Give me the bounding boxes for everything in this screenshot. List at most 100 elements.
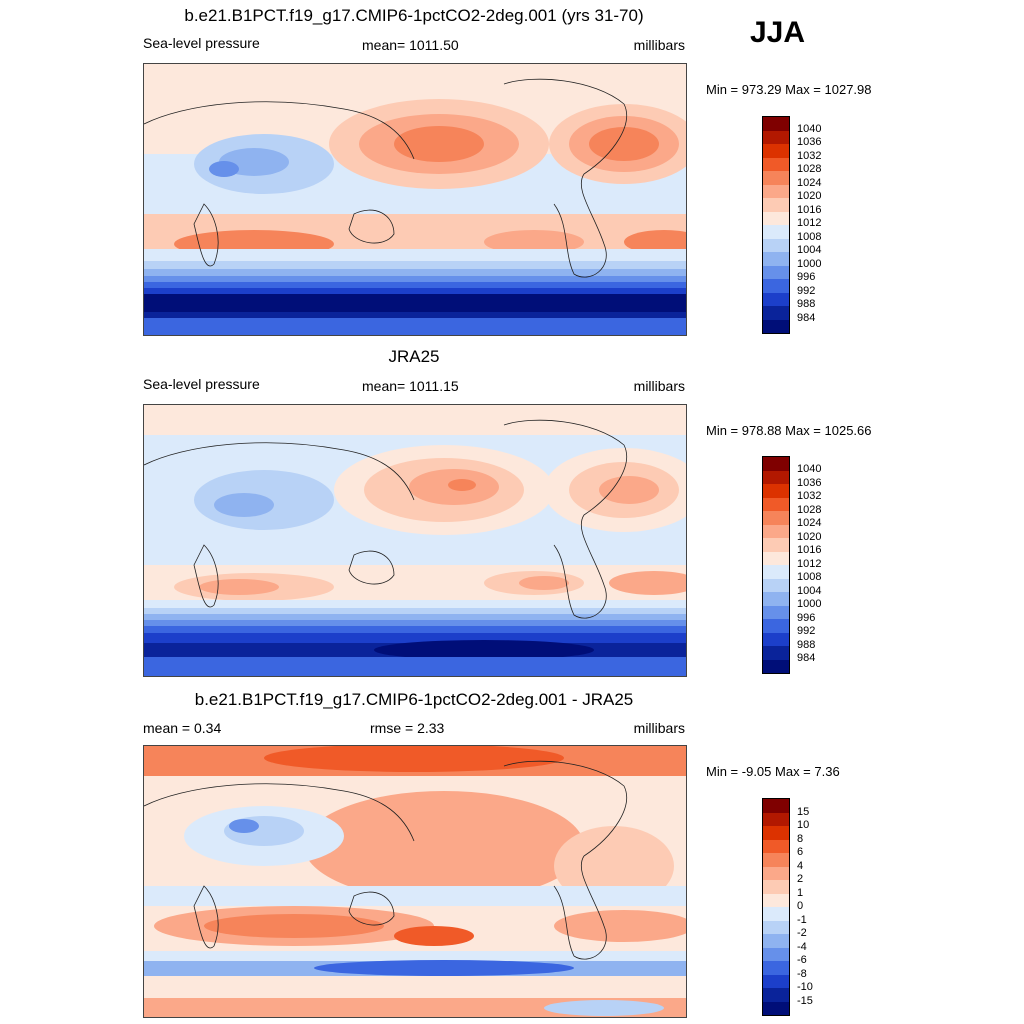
panel-3-minmax: Min = -9.05 Max = 7.36 bbox=[706, 764, 840, 779]
panel-2-units-label: millibars bbox=[633, 378, 685, 394]
colorbar-swatch bbox=[763, 144, 789, 158]
colorbar-swatch bbox=[763, 470, 789, 484]
colorbar-swatch bbox=[763, 497, 789, 511]
colorbar-tick-label: 1008 bbox=[797, 571, 822, 583]
panel-1-variable-label: Sea-level pressure bbox=[143, 35, 260, 51]
panel-2-minmax: Min = 978.88 Max = 1025.66 bbox=[706, 423, 872, 438]
colorbar-tick-label: 1036 bbox=[797, 136, 822, 148]
colorbar-swatch bbox=[763, 524, 789, 538]
panel-1-colorbar bbox=[762, 116, 790, 334]
colorbar-swatch bbox=[763, 812, 789, 826]
panel-3-map bbox=[143, 745, 687, 1018]
colorbar-swatch bbox=[763, 632, 789, 646]
colorbar-swatch bbox=[763, 184, 789, 198]
colorbar-tick-label: 984 bbox=[797, 312, 816, 324]
colorbar-swatch bbox=[763, 319, 789, 333]
colorbar-tick-label: -2 bbox=[797, 927, 807, 939]
colorbar-swatch bbox=[763, 799, 789, 813]
colorbar-swatch bbox=[763, 961, 789, 975]
panel-1-minmax: Min = 973.29 Max = 1027.98 bbox=[706, 82, 872, 97]
panel-3-rmse-label: rmse = 2.33 bbox=[370, 720, 445, 736]
colorbar-swatch bbox=[763, 880, 789, 894]
colorbar-swatch bbox=[763, 592, 789, 606]
colorbar-swatch bbox=[763, 198, 789, 212]
colorbar-swatch bbox=[763, 292, 789, 306]
colorbar-swatch bbox=[763, 907, 789, 921]
colorbar-swatch bbox=[763, 130, 789, 144]
colorbar-swatch bbox=[763, 893, 789, 907]
colorbar-tick-label: -8 bbox=[797, 968, 807, 980]
colorbar-swatch bbox=[763, 659, 789, 673]
colorbar-tick-label: 0 bbox=[797, 900, 804, 912]
colorbar-swatch bbox=[763, 974, 789, 988]
colorbar-tick-label: 10 bbox=[797, 819, 810, 831]
colorbar-swatch bbox=[763, 551, 789, 565]
colorbar-tick-label: -1 bbox=[797, 914, 807, 926]
colorbar-tick-label: 15 bbox=[797, 806, 810, 818]
colorbar-tick-label: 988 bbox=[797, 639, 816, 651]
panel-2-variable-label: Sea-level pressure bbox=[143, 376, 260, 392]
colorbar-tick-label: 1012 bbox=[797, 217, 822, 229]
colorbar-tick-label: 1020 bbox=[797, 190, 822, 202]
colorbar-tick-label: 1 bbox=[797, 887, 804, 899]
colorbar-tick-label: 1016 bbox=[797, 544, 822, 556]
colorbar-swatch bbox=[763, 225, 789, 239]
colorbar-swatch bbox=[763, 826, 789, 840]
colorbar-tick-label: -10 bbox=[797, 981, 813, 993]
colorbar-swatch bbox=[763, 619, 789, 633]
colorbar-swatch bbox=[763, 279, 789, 293]
colorbar-swatch bbox=[763, 934, 789, 948]
colorbar-tick-label: 1032 bbox=[797, 490, 822, 502]
colorbar-tick-label: 6 bbox=[797, 846, 804, 858]
colorbar-tick-label: 1012 bbox=[797, 558, 822, 570]
season-label: JJA bbox=[750, 16, 806, 49]
colorbar-swatch bbox=[763, 157, 789, 171]
colorbar-tick-label: 1028 bbox=[797, 504, 822, 516]
colorbar-tick-label: 1040 bbox=[797, 123, 822, 135]
colorbar-tick-label: 992 bbox=[797, 285, 816, 297]
colorbar-tick-label: 1004 bbox=[797, 585, 822, 597]
colorbar-tick-label: 988 bbox=[797, 298, 816, 310]
panel-3-colorbar bbox=[762, 798, 790, 1016]
colorbar-swatch bbox=[763, 117, 789, 131]
colorbar-tick-label: 1004 bbox=[797, 244, 822, 256]
colorbar-tick-label: 1016 bbox=[797, 204, 822, 216]
panel-2-colorbar bbox=[762, 456, 790, 674]
colorbar-swatch bbox=[763, 853, 789, 867]
colorbar-tick-label: 1000 bbox=[797, 598, 822, 610]
panel-3-units-label: millibars bbox=[633, 720, 685, 736]
colorbar-swatch bbox=[763, 252, 789, 266]
colorbar-tick-label: 1000 bbox=[797, 258, 822, 270]
colorbar-tick-label: 4 bbox=[797, 860, 804, 872]
colorbar-swatch bbox=[763, 578, 789, 592]
panel-2-map bbox=[143, 404, 687, 677]
colorbar-tick-label: 996 bbox=[797, 271, 816, 283]
panel-1-map bbox=[143, 63, 687, 336]
colorbar-swatch bbox=[763, 988, 789, 1002]
panel-3-title: b.e21.B1PCT.f19_g17.CMIP6-1pctCO2-2deg.0… bbox=[194, 690, 634, 709]
panel-3-mean-label: mean = 0.34 bbox=[143, 720, 222, 736]
colorbar-tick-label: 8 bbox=[797, 833, 804, 845]
colorbar-tick-label: -6 bbox=[797, 954, 807, 966]
colorbar-tick-label: 984 bbox=[797, 652, 816, 664]
panel-1-mean-label: mean= 1011.50 bbox=[362, 37, 459, 53]
colorbar-tick-label: 1032 bbox=[797, 150, 822, 162]
colorbar-swatch bbox=[763, 457, 789, 471]
colorbar-tick-label: 1028 bbox=[797, 163, 822, 175]
colorbar-tick-label: 996 bbox=[797, 612, 816, 624]
colorbar-tick-label: 1024 bbox=[797, 177, 822, 189]
panel-2-title: JRA25 bbox=[388, 347, 440, 366]
colorbar-tick-label: 1024 bbox=[797, 517, 822, 529]
colorbar-tick-label: 2 bbox=[797, 873, 804, 885]
colorbar-tick-label: 992 bbox=[797, 625, 816, 637]
colorbar-swatch bbox=[763, 171, 789, 185]
colorbar-swatch bbox=[763, 511, 789, 525]
colorbar-swatch bbox=[763, 484, 789, 498]
colorbar-swatch bbox=[763, 565, 789, 579]
panel-2-mean-label: mean= 1011.15 bbox=[362, 378, 459, 394]
colorbar-swatch bbox=[763, 238, 789, 252]
colorbar-tick-label: 1008 bbox=[797, 231, 822, 243]
colorbar-swatch bbox=[763, 947, 789, 961]
colorbar-swatch bbox=[763, 866, 789, 880]
colorbar-swatch bbox=[763, 605, 789, 619]
